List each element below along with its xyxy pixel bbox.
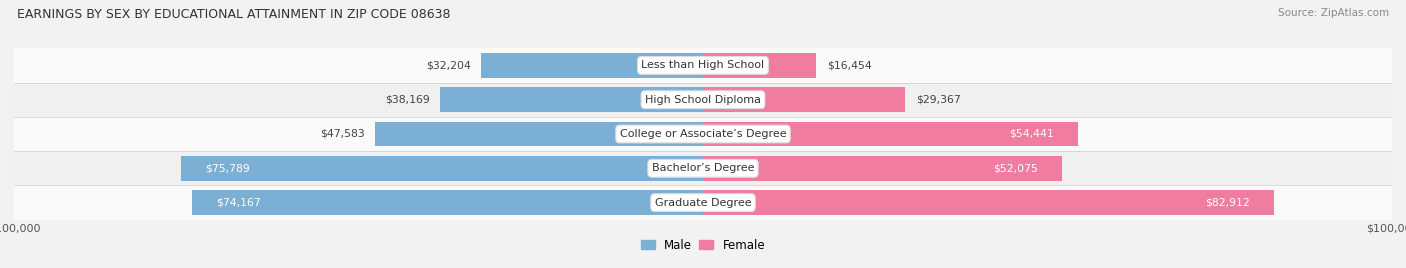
Text: $74,167: $74,167 <box>217 198 262 208</box>
Text: $82,912: $82,912 <box>1205 198 1250 208</box>
Text: $54,441: $54,441 <box>1010 129 1054 139</box>
Bar <box>193 190 703 215</box>
Bar <box>14 151 1392 185</box>
Text: College or Associate’s Degree: College or Associate’s Degree <box>620 129 786 139</box>
Bar <box>703 190 1274 215</box>
Bar <box>14 48 1392 83</box>
Text: $16,454: $16,454 <box>827 60 872 70</box>
Bar <box>14 185 1392 220</box>
Text: Graduate Degree: Graduate Degree <box>655 198 751 208</box>
Bar <box>14 83 1392 117</box>
Bar <box>703 156 1062 181</box>
Bar <box>375 122 703 146</box>
Bar <box>481 53 703 78</box>
Text: $38,169: $38,169 <box>385 95 430 105</box>
Bar <box>703 122 1078 146</box>
Text: EARNINGS BY SEX BY EDUCATIONAL ATTAINMENT IN ZIP CODE 08638: EARNINGS BY SEX BY EDUCATIONAL ATTAINMEN… <box>17 8 450 21</box>
Legend: Male, Female: Male, Female <box>641 239 765 252</box>
Bar <box>703 87 905 112</box>
Bar <box>181 156 703 181</box>
Text: Source: ZipAtlas.com: Source: ZipAtlas.com <box>1278 8 1389 18</box>
Text: Bachelor’s Degree: Bachelor’s Degree <box>652 163 754 173</box>
Text: $29,367: $29,367 <box>915 95 960 105</box>
Bar <box>703 53 817 78</box>
Text: $75,789: $75,789 <box>205 163 250 173</box>
Bar <box>14 117 1392 151</box>
Text: High School Diploma: High School Diploma <box>645 95 761 105</box>
Text: Less than High School: Less than High School <box>641 60 765 70</box>
Text: $32,204: $32,204 <box>426 60 471 70</box>
Bar <box>440 87 703 112</box>
Text: $47,583: $47,583 <box>321 129 364 139</box>
Text: $52,075: $52,075 <box>993 163 1038 173</box>
